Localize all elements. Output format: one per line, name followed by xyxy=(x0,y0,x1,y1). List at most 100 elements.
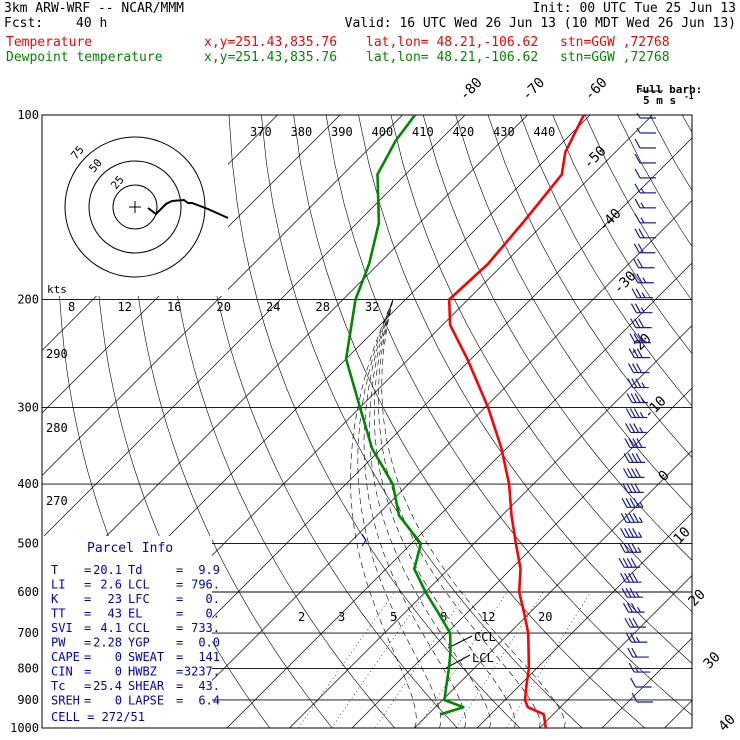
wind-barb xyxy=(637,258,644,269)
wind-barb xyxy=(631,288,638,298)
temperature-line xyxy=(447,115,585,728)
isotherm-line xyxy=(42,115,403,476)
pressure-label: 900 xyxy=(17,693,39,707)
isotherm-line xyxy=(476,512,692,728)
parcel-value: 141 xyxy=(198,650,220,664)
pressure-label: 1000 xyxy=(10,721,39,735)
dewpoint-latlon: lat,lon= 48.21,-106.62 xyxy=(366,50,539,65)
dry-adiabat-line xyxy=(520,115,692,407)
isotherm-label: -60 xyxy=(582,75,611,104)
parcel-sep: = xyxy=(84,665,91,679)
wind-barb xyxy=(632,273,639,284)
wind-barb xyxy=(626,483,633,493)
wind-barb xyxy=(634,213,641,224)
wind-barbs: Full barb:5 m s -1 xyxy=(618,83,702,703)
wind-barb xyxy=(625,587,632,598)
wind-barb xyxy=(623,453,630,463)
wind-barb xyxy=(636,273,643,284)
theta-e-label: 28 xyxy=(316,300,330,314)
wind-barb xyxy=(627,378,634,388)
fcst-label: Fcst: xyxy=(4,16,44,31)
wind-barb xyxy=(639,502,644,508)
wind-barb xyxy=(634,198,641,209)
parcel-key: LFC xyxy=(128,592,150,606)
wind-barb xyxy=(633,333,640,343)
wind-barb xyxy=(624,527,631,538)
dry-adiabat-line xyxy=(261,115,583,728)
hodograph-trace xyxy=(147,198,229,219)
parcel-sep: = xyxy=(84,621,91,635)
mixing-ratio-label: 20 xyxy=(538,610,552,624)
wind-barb xyxy=(624,572,631,583)
wind-barb xyxy=(630,318,637,328)
wind-barb xyxy=(634,138,641,149)
isotherm-line xyxy=(539,575,692,728)
wind-barb xyxy=(632,513,639,523)
parcel-sep: = xyxy=(84,592,91,606)
dry-adiabat-line xyxy=(617,115,692,247)
mixing-ratio-line xyxy=(298,591,395,728)
parcel-value: 0 xyxy=(115,694,122,708)
dry-adiabat-line xyxy=(228,115,521,728)
wind-barb xyxy=(631,692,638,703)
wind-barb xyxy=(634,168,641,179)
parcel-sep: = xyxy=(176,607,183,621)
wind-barb xyxy=(626,468,634,478)
dry-adiabat-line xyxy=(129,115,333,728)
wind-barb xyxy=(631,647,638,658)
isotherm-line xyxy=(42,115,466,539)
valid-time: Valid: 16 UTC Wed 26 Jun 13 (10 MDT Wed … xyxy=(344,16,736,31)
parcel-key: HWBZ xyxy=(128,665,157,679)
wind-barb xyxy=(635,378,642,388)
pressure-label: 100 xyxy=(17,108,39,122)
theta-label: 370 xyxy=(250,125,272,139)
temperature-xy: x,y=251.43,835.76 xyxy=(204,35,338,50)
parcel-sep: = xyxy=(176,636,183,650)
wind-barb xyxy=(642,277,647,284)
wind-barb xyxy=(634,483,641,493)
init-time: Init: 00 UTC Tue 25 Jun 13 xyxy=(532,1,737,16)
pressure-label: 500 xyxy=(17,536,39,550)
parcel-sep: = xyxy=(176,665,183,679)
isotherm-label: -20 xyxy=(626,331,655,360)
isotherm-line xyxy=(164,200,692,728)
dry-adiabat-line xyxy=(649,115,692,191)
barb-legend-title: Full barb: xyxy=(636,83,702,96)
wind-barb xyxy=(626,557,633,568)
pressure-label: 800 xyxy=(17,662,39,676)
dry-adiabat-line xyxy=(455,115,692,510)
wind-barb xyxy=(640,217,645,224)
parcel-key: YGP xyxy=(128,636,150,650)
dry-adiabat-line xyxy=(681,115,692,133)
wind-barb xyxy=(635,453,642,463)
parcel-value: 20.1 xyxy=(93,563,122,577)
theta-e-label: 16 xyxy=(167,300,181,314)
mixing-ratio-label: 12 xyxy=(481,610,495,624)
moist-adiabat-line xyxy=(350,299,417,728)
parcel-key: CAPE xyxy=(51,650,80,664)
wind-barb xyxy=(640,307,645,313)
wind-barb xyxy=(640,187,645,194)
parcel-sep: = xyxy=(84,650,91,664)
parcel-cell: CELL = 272/51 xyxy=(51,710,145,724)
parcel-sep: = xyxy=(84,679,91,693)
theta-label: 380 xyxy=(291,125,313,139)
parcel-value: 43. xyxy=(198,679,220,693)
wind-barb xyxy=(629,423,636,433)
wind-barb xyxy=(635,636,640,643)
parcel-value: 2.6 xyxy=(100,578,122,592)
isotherm-line xyxy=(289,325,692,728)
wind-barb xyxy=(634,303,641,313)
isotherm-label: -70 xyxy=(519,75,548,104)
pressure-label: 600 xyxy=(17,585,39,599)
parcel-sep: = xyxy=(176,650,183,664)
dewpoint-stn: stn=GGW ,72768 xyxy=(560,50,670,65)
dry-adiabat-line xyxy=(358,115,692,664)
isotherm-line xyxy=(226,262,692,728)
parcel-value: 0. xyxy=(206,592,220,606)
parcel-key: LI xyxy=(51,578,65,592)
theta-label: 390 xyxy=(331,125,353,139)
hodograph-ring xyxy=(112,184,158,230)
